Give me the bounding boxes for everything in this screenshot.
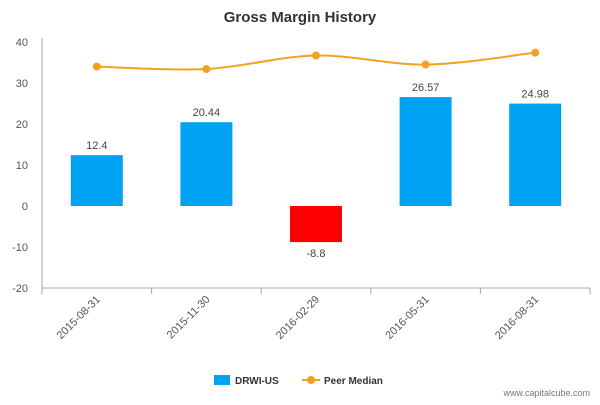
bar-2016-08-31: [509, 103, 562, 206]
peer-median-point: [92, 62, 101, 71]
peer-median-point: [312, 51, 320, 60]
bar-series: 12.4 20.44 -8.8 26.57 24.98: [70, 82, 562, 260]
bar-2015-08-31: [70, 155, 123, 206]
y-tick-label: 40: [16, 37, 28, 49]
legend-label-peer: Peer Median: [324, 376, 383, 387]
bar-value-label: 12.4: [86, 140, 107, 152]
y-tick-label: -20: [12, 283, 28, 295]
x-tick-label: 2015-08-31: [55, 294, 103, 342]
bar-value-label: 20.44: [193, 107, 221, 119]
y-tick-label: 10: [16, 160, 28, 172]
peer-median-point: [202, 65, 211, 74]
x-tick-label: 2016-08-31: [493, 294, 541, 342]
x-tick-label: 2016-02-29: [274, 294, 322, 342]
legend-swatch-drwi: [214, 375, 230, 385]
y-tick-label: 30: [16, 78, 28, 90]
bar-value-label: 26.57: [412, 82, 440, 94]
line-series: [92, 48, 540, 74]
peer-median-point: [421, 60, 430, 69]
peer-median-point: [531, 48, 540, 57]
x-tick-label: 2016-05-31: [383, 294, 431, 342]
legend-label-drwi: DRWI-US: [235, 376, 279, 387]
y-tick-label: 0: [22, 201, 28, 213]
watermark-text: www.capitalcube.com: [502, 388, 590, 398]
bar-2016-02-29: [290, 206, 342, 243]
bar-2016-05-31: [399, 97, 452, 206]
legend-swatch-peer-dot: [307, 376, 315, 384]
chart-legend: DRWI-US Peer Median: [214, 375, 383, 387]
bar-value-label: -8.8: [307, 248, 326, 260]
y-tick-label: 20: [16, 119, 28, 131]
y-tick-label: -10: [12, 242, 28, 254]
x-tick-label: 2015-11-30: [165, 294, 213, 342]
bar-2015-11-30: [180, 122, 233, 206]
chart-title: Gross Margin History: [224, 9, 377, 26]
bar-value-label: 24.98: [521, 89, 549, 101]
